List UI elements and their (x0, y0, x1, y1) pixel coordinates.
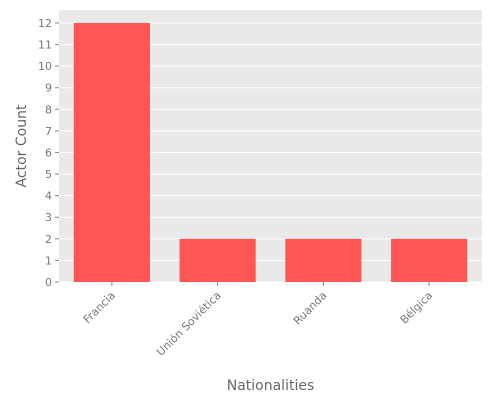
y-tick-label: 9 (45, 82, 52, 95)
x-tick-label: Bélgica (398, 289, 436, 327)
y-tick-label: 8 (45, 103, 52, 116)
x-axis-ticks: Francia Unión Soviética Ruanda Bélgica (81, 282, 435, 359)
y-tick-label: 3 (45, 211, 52, 224)
x-axis-title: Nationalities (227, 378, 315, 394)
x-tick-label: Francia (81, 289, 118, 326)
y-tick-label: 0 (45, 276, 52, 289)
bar-1 (179, 238, 256, 282)
bars (73, 22, 468, 282)
bar-0 (73, 22, 150, 282)
bar-3 (391, 238, 468, 282)
y-tick-label: 7 (45, 125, 52, 138)
x-tick-label: Unión Soviética (154, 289, 224, 359)
x-tick-label: Ruanda (291, 289, 330, 328)
y-tick-label: 5 (45, 168, 52, 181)
y-tick-label: 6 (45, 146, 52, 159)
bar-2 (285, 238, 362, 282)
y-tick-label: 12 (38, 17, 52, 30)
y-tick-label: 1 (45, 254, 52, 267)
y-tick-label: 11 (38, 39, 52, 52)
y-axis-title: Actor Count (14, 104, 30, 187)
y-tick-label: 10 (38, 60, 52, 73)
y-tick-label: 2 (45, 233, 52, 246)
y-tick-label: 4 (45, 190, 52, 203)
